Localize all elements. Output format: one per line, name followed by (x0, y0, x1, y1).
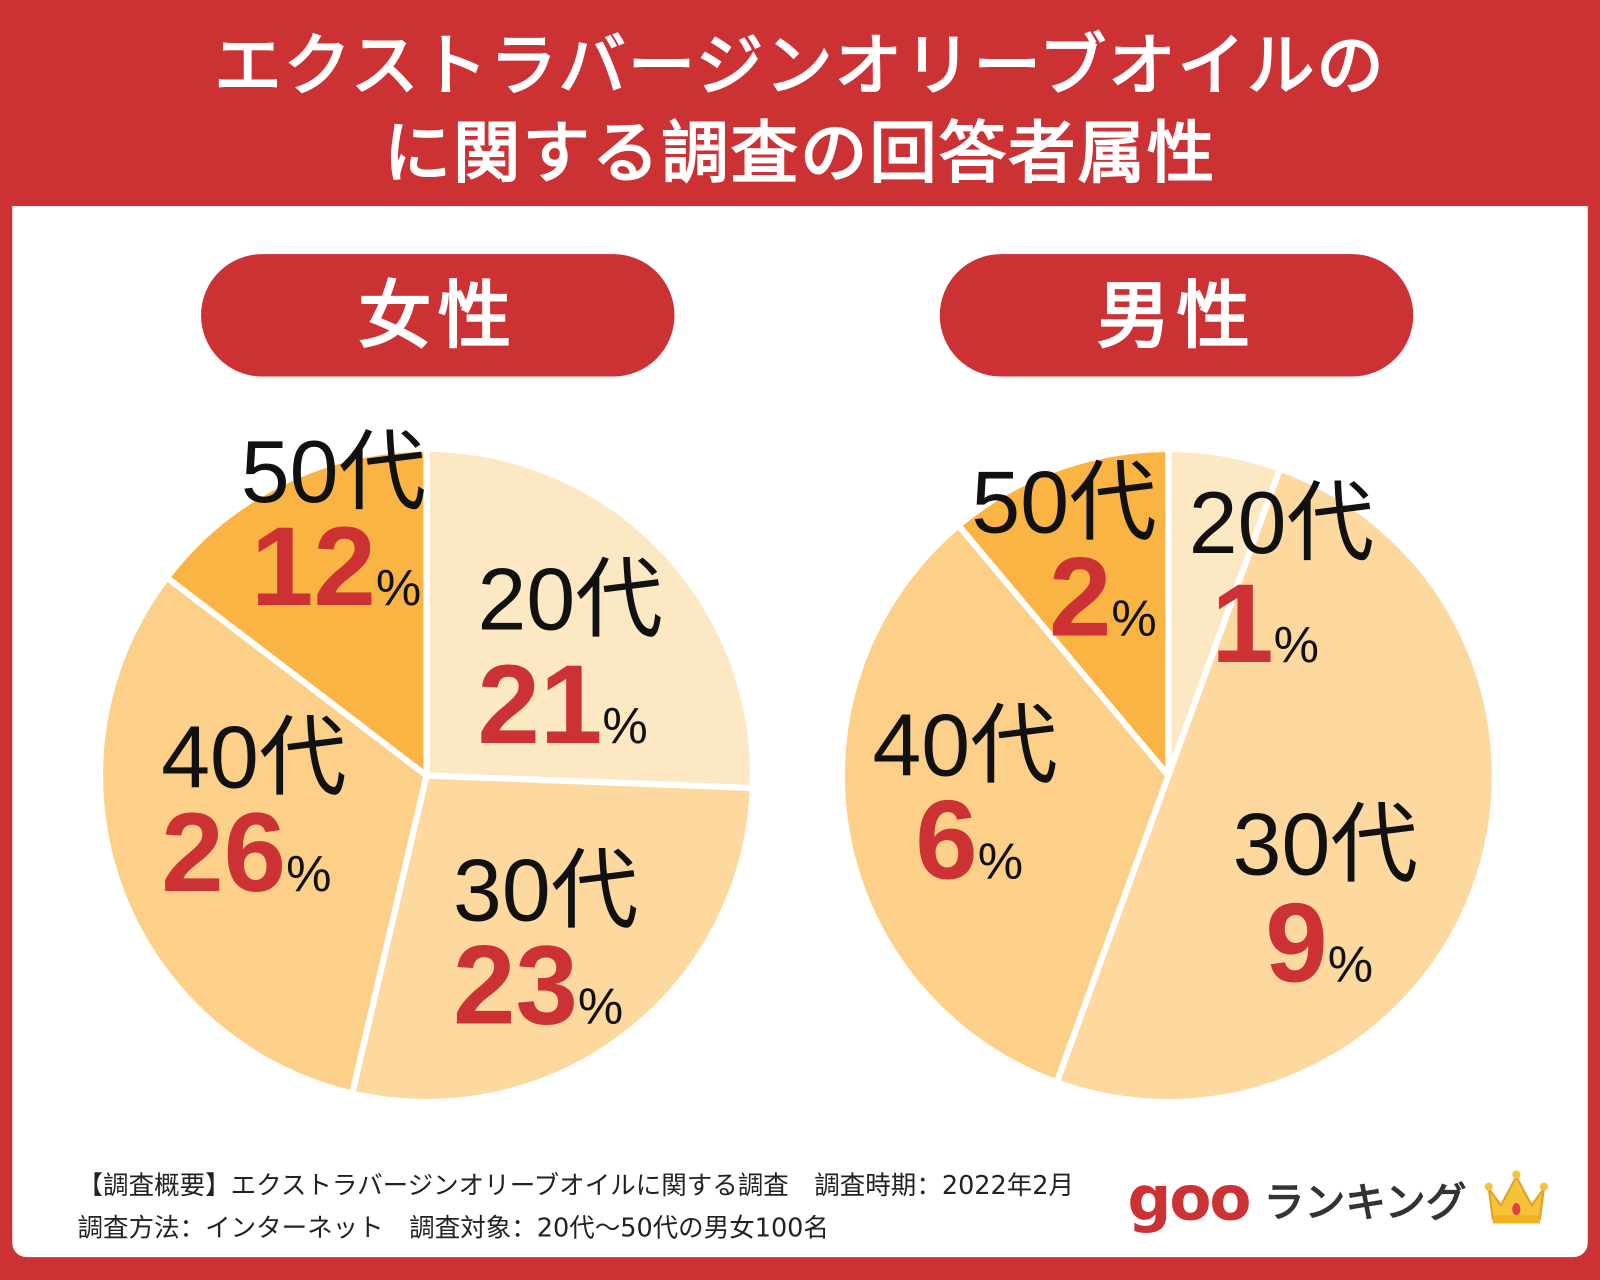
male-header: 男性 (939, 254, 1414, 377)
pct-value: 2 (1048, 534, 1112, 661)
pct-value: 6 (915, 777, 978, 904)
pct-sign: % (977, 832, 1024, 890)
pct-value: 12 (251, 504, 376, 630)
female-label-30s: 30代 23% (453, 847, 638, 1057)
pct-sign: % (1327, 935, 1374, 993)
pct-sign: % (1111, 589, 1157, 647)
pie-slice-40代 (838, 522, 1172, 1086)
pie-slice-30代 (1053, 465, 1498, 1106)
pie-slice-50代 (955, 445, 1172, 779)
pie-slice-50代 (163, 445, 430, 779)
male-pie (838, 445, 1498, 1106)
female-label-20s: 20代 21% (478, 556, 663, 776)
logo-ranking: ランキング (1263, 1179, 1467, 1227)
title-line-1: エクストラバージンオリーブオイルの (214, 26, 1386, 106)
age-label: 20代 (477, 551, 663, 649)
pct-value: 21 (477, 641, 603, 768)
male-label-40s: 40代 6% (872, 702, 1057, 912)
female-header: 女性 (201, 254, 675, 377)
logo-goo: goo (1127, 1163, 1252, 1235)
pie-slice-20代 (423, 445, 757, 792)
female-label-40s: 40代 26% (161, 714, 346, 924)
male-label-50s: 50代 2% (971, 459, 1156, 669)
pct-sign: % (602, 696, 648, 755)
pct-value: 23 (453, 922, 578, 1048)
pct-value: 26 (161, 789, 287, 916)
age-label: 50代 (240, 423, 427, 522)
pie-slice-30代 (349, 772, 756, 1106)
crown-icon (1484, 1170, 1549, 1224)
age-label: 50代 (971, 454, 1157, 553)
male-label-30s: 30代 9% (1233, 801, 1418, 1015)
pct-sign: % (1273, 616, 1320, 674)
title-line-2: に関する調査の回答者属性 (383, 114, 1217, 193)
goo-ranking-logo: goo ランキング (1127, 1163, 1553, 1235)
male-label-20s: 20代 1% (1189, 480, 1374, 696)
pct-sign: % (577, 977, 624, 1035)
age-label: 30代 (1232, 795, 1419, 894)
female-pie (96, 445, 757, 1106)
pie-slice-40代 (96, 574, 430, 1097)
pct-sign: % (375, 559, 422, 617)
pct-value: 1 (1211, 561, 1274, 687)
survey-overview: 【調査概要】エクストラバージンオリーブオイルに関する調査 調査時期：2022年2… (77, 1170, 1075, 1200)
age-label: 40代 (161, 709, 347, 808)
survey-method: 調査方法：インターネット 調査対象：20代～50代の男女100名 (77, 1213, 829, 1243)
pct-sign: % (286, 844, 332, 903)
female-label-50s: 50代 12% (241, 429, 426, 639)
age-label: 40代 (872, 696, 1058, 795)
age-label: 30代 (453, 841, 639, 940)
pct-value: 9 (1265, 880, 1328, 1007)
age-label: 20代 (1188, 474, 1375, 573)
